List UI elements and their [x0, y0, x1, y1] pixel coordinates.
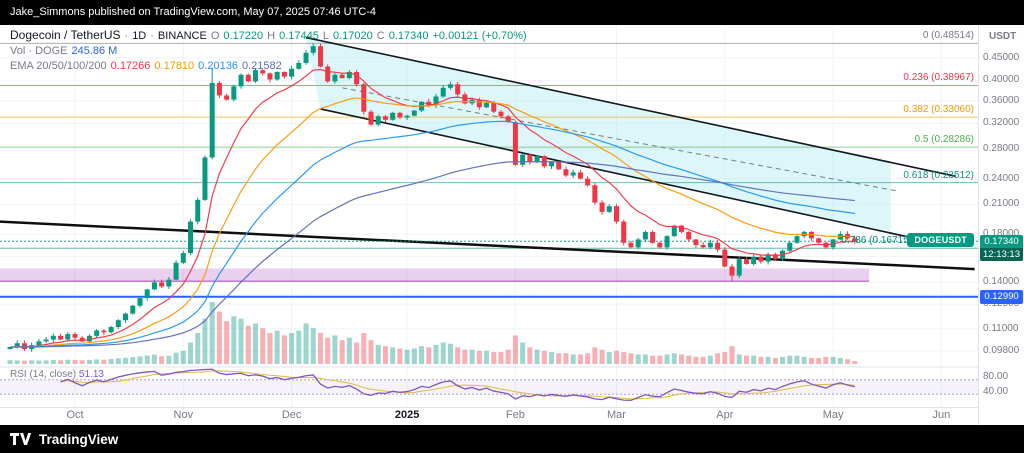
ema100-value: 0.20136 — [198, 60, 238, 72]
rsi-label: RSI (14, close) — [10, 369, 77, 380]
tradingview-wordmark: TradingView — [39, 431, 119, 447]
low-value: 0.17020 — [333, 30, 373, 42]
chart-legend: Dogecoin / TetherUS · 1D · BINANCE O 0.17… — [10, 28, 527, 74]
open-value: 0.17220 — [223, 30, 264, 42]
tradingview-icon — [10, 433, 32, 445]
ema20-value: 0.17266 — [110, 60, 151, 72]
volume-layer — [7, 302, 858, 364]
attribution-bar: Jake_Simmons published on TradingView.co… — [0, 0, 1024, 25]
price-axis[interactable]: USDT 0.17340 12:13:13 0.12990 0.45000 0.4… — [978, 25, 1024, 425]
price-tick-label: 0.09800 — [983, 344, 1020, 356]
open-label: O — [210, 30, 220, 42]
high-label: H — [267, 30, 276, 42]
fib-lines — [0, 42, 978, 249]
price-tick-label: 0.14000 — [983, 276, 1020, 288]
close-value: 0.17340 — [388, 30, 429, 42]
volume-value: 245.86 M — [71, 45, 118, 57]
symbol-title[interactable]: Dogecoin / TetherUS — [10, 28, 121, 42]
price-tick-label: 0.32000 — [983, 117, 1020, 129]
ema50-value: 0.17810 — [154, 60, 195, 72]
price-tick-label: 0.18000 — [983, 228, 1020, 240]
rsi-layer — [0, 368, 978, 402]
rsi-tick-label: 80.00 — [983, 371, 1009, 383]
last-price-value: 0.17340 — [980, 234, 1023, 248]
price-tick-label: 0.11000 — [983, 322, 1019, 334]
ema-row: EMA 20/50/100/200 0.17266 0.17810 0.2013… — [10, 59, 527, 73]
price-tick-label: 0.28000 — [983, 143, 1020, 155]
volume-row: Vol · DOGE 245.86 M — [10, 44, 527, 58]
bar-countdown: 12:13:13 — [980, 247, 1023, 261]
exchange-label: BINANCE — [157, 30, 207, 42]
separator: · — [150, 30, 154, 42]
separator: · — [124, 30, 129, 42]
rsi-value: 51.13 — [78, 369, 104, 380]
symbol-row: Dogecoin / TetherUS · 1D · BINANCE O 0.17… — [10, 28, 527, 43]
rsi-tick-label: 40.00 — [983, 385, 1009, 397]
trendlines — [0, 36, 975, 271]
ema-layer — [9, 68, 855, 348]
close-label: C — [376, 30, 385, 42]
attribution-text: Jake_Simmons published on TradingView.co… — [10, 6, 377, 18]
rsi-legend: RSI (14, close) 51.13 — [10, 369, 104, 380]
ema200-value: 0.21582 — [241, 60, 282, 72]
low-label: L — [322, 30, 329, 42]
price-tick-label: 0.45000 — [983, 51, 1020, 63]
ema-label: EMA 20/50/100/200 — [10, 60, 107, 72]
price-tick-label: 0.40000 — [983, 74, 1020, 86]
volume-label: Vol · DOGE — [10, 45, 68, 57]
axis-currency-label: USDT — [989, 31, 1017, 42]
price-tick-label: 0.24000 — [983, 172, 1020, 184]
interval-label[interactable]: 1D — [132, 30, 147, 42]
chart-canvas[interactable] — [0, 25, 978, 425]
symbol-badge: DOGEUSDT — [907, 233, 974, 248]
price-tick-label: 0.21000 — [983, 198, 1020, 210]
price-tick-label: 0.36000 — [983, 94, 1020, 106]
support-price-badge: 0.12990 — [980, 289, 1023, 304]
footer-bar: TradingView — [0, 425, 1024, 453]
chart-region[interactable]: Dogecoin / TetherUS · 1D · BINANCE O 0.17… — [0, 25, 1024, 425]
pane-dividers — [0, 366, 978, 408]
tradingview-logo[interactable]: TradingView — [10, 432, 118, 447]
high-value: 0.17445 — [279, 30, 319, 42]
last-price-badge: 0.17340 12:13:13 — [980, 234, 1023, 261]
change-value: +0.00121 (+0.70%) — [432, 30, 527, 42]
